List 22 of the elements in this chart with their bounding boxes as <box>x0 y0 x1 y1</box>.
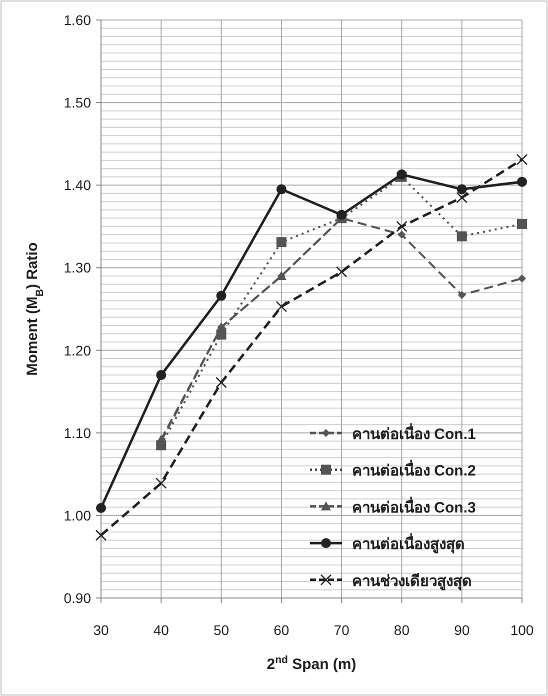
x-tick-label: 30 <box>93 622 109 638</box>
x-axis-title: 2$^{nd}$ Span (m) <box>266 654 356 673</box>
y-tick-label: 1.50 <box>64 94 92 111</box>
y-tick-label: 0.90 <box>64 590 92 606</box>
x-tick-label: 100 <box>510 622 534 638</box>
legend-label: คานต่อเนื่อง Con.1 <box>352 423 476 443</box>
y-tick-label: 1.10 <box>64 424 92 441</box>
x-tick-label: 60 <box>274 622 290 638</box>
x-tick-label: 50 <box>213 622 230 638</box>
legend-label: คานต่อเนื่อง Con.3 <box>352 496 476 516</box>
y-tick-label: 1.20 <box>64 342 92 358</box>
y-tick-label: 1.00 <box>64 507 92 524</box>
y-tick-label: 1.30 <box>64 260 92 276</box>
y-tick-label: 1.60 <box>64 12 92 28</box>
y-tick-label: 1.40 <box>64 177 92 194</box>
x-tick-label: 90 <box>454 622 470 638</box>
x-tick-label: 40 <box>153 622 170 638</box>
x-tick-label: 80 <box>394 622 410 638</box>
legend-label: คานต่อเนื่องสูงสุด <box>352 533 465 554</box>
legend-label: คานช่วงเดียวสูงสุด <box>352 572 472 591</box>
x-tick-label: 70 <box>334 622 350 638</box>
legend-label: คานต่อเนื่อง Con.2 <box>352 460 476 480</box>
